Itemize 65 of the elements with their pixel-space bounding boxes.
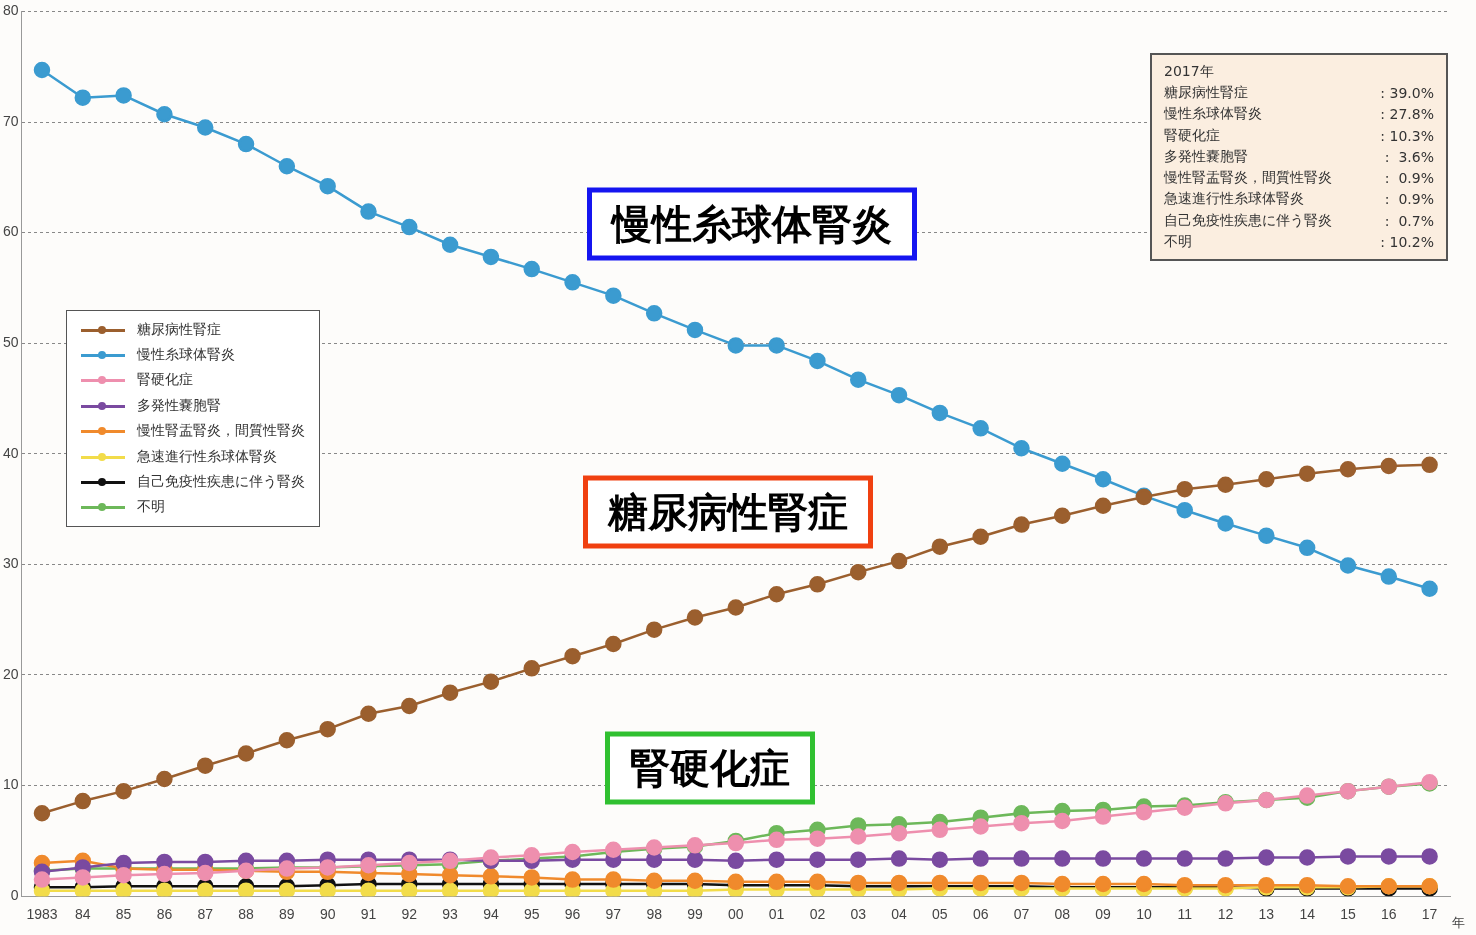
text: 急速進行性糸球体腎炎 : 0.9% <box>1164 190 1434 208</box>
legend-label: 慢性糸球体腎炎 <box>137 346 235 365</box>
x-tick-label: 05 <box>932 906 948 923</box>
x-tick-label: 02 <box>809 906 826 923</box>
x-tick-label: 16 <box>1380 906 1397 923</box>
x-tick-label: 87 <box>197 906 214 923</box>
x-tick-label: 10 <box>1136 906 1152 923</box>
x-tick-label: 95 <box>523 906 540 923</box>
y-tick-label: 20 <box>2 665 19 682</box>
x-tick-label: 99 <box>687 906 703 923</box>
legend-label: 多発性嚢胞腎 <box>137 396 221 415</box>
text: 腎硬化症 : 10.3% <box>1164 126 1434 144</box>
x-tick-label: 08 <box>1054 906 1071 923</box>
x-tick-label: 04 <box>891 906 908 923</box>
y-tick-label: 10 <box>2 776 19 793</box>
x-tick-label: 07 <box>1013 906 1030 923</box>
legend-label: 不明 <box>137 498 165 517</box>
y-tick-label: 30 <box>2 555 19 572</box>
legend-label: 腎硬化症 <box>137 371 193 390</box>
labelled-box: 腎硬化症 <box>605 731 815 805</box>
x-tick-label: 09 <box>1095 906 1112 923</box>
x-tick-label: 03 <box>850 906 867 923</box>
x-tick-label: 86 <box>156 906 173 923</box>
y-tick-label: 70 <box>2 112 19 129</box>
labelled-box: 慢性糸球体腎炎 <box>587 187 917 261</box>
x-tick-label: 00 <box>728 906 744 923</box>
annotation: 2017年 <box>1164 62 1214 81</box>
x-tick-label: 01 <box>768 906 785 923</box>
y-tick-label: 50 <box>2 334 19 351</box>
x-tick-label: 98 <box>646 906 663 923</box>
x-tick-label: 93 <box>442 906 459 923</box>
x-tick-label: 91 <box>360 906 377 923</box>
x-tick-label: 15 <box>1340 906 1356 923</box>
x-tick-label: 94 <box>483 906 499 923</box>
labelled-box: 糖尿病性腎症 <box>583 475 873 549</box>
legend-label: 自己免疫性疾患に伴う腎炎 <box>137 473 305 492</box>
x-tick-label: 92 <box>401 906 418 923</box>
y-tick-label: 0 <box>10 887 19 904</box>
x-tick-label: 89 <box>279 906 295 923</box>
x-tick-label: 88 <box>238 906 255 923</box>
legend-label: 慢性腎盂腎炎，間質性腎炎 <box>137 422 305 441</box>
legend-label: 急速進行性糸球体腎炎 <box>137 447 277 466</box>
x-tick-label: 1983 <box>26 906 58 923</box>
text: 多発性嚢胞腎 : 3.6% <box>1164 147 1434 165</box>
x-tick-label: 11 <box>1177 906 1193 923</box>
x-tick-label: 12 <box>1217 906 1234 923</box>
text: 糖尿病性腎症 : 39.0% <box>1164 83 1434 101</box>
y-tick-label: 40 <box>2 444 19 461</box>
text: 慢性糸球体腎炎 : 27.8% <box>1164 105 1434 123</box>
x-tick-label: 85 <box>115 906 132 923</box>
text: 慢性腎盂腎炎，間質性腎炎 : 0.9% <box>1164 169 1434 187</box>
x-tick-label: 84 <box>75 906 91 923</box>
x-tick-label: 96 <box>564 906 581 923</box>
text: 不明 : 10.2% <box>1164 233 1434 251</box>
x-tick-label: 14 <box>1299 906 1316 923</box>
y-tick-label: 80 <box>2 2 19 19</box>
x-axis-title: 年 <box>1452 914 1465 933</box>
x-tick-label: 17 <box>1421 906 1438 923</box>
x-tick-label: 13 <box>1258 906 1275 923</box>
x-tick-label: 97 <box>605 906 622 923</box>
y-tick-label: 60 <box>2 223 19 240</box>
x-tick-label: 06 <box>972 906 989 923</box>
x-tick-label: 90 <box>319 906 336 923</box>
legend-label: 糖尿病性腎症 <box>137 320 221 339</box>
text: 自己免疫性疾患に伴う腎炎 : 0.7% <box>1164 211 1434 229</box>
